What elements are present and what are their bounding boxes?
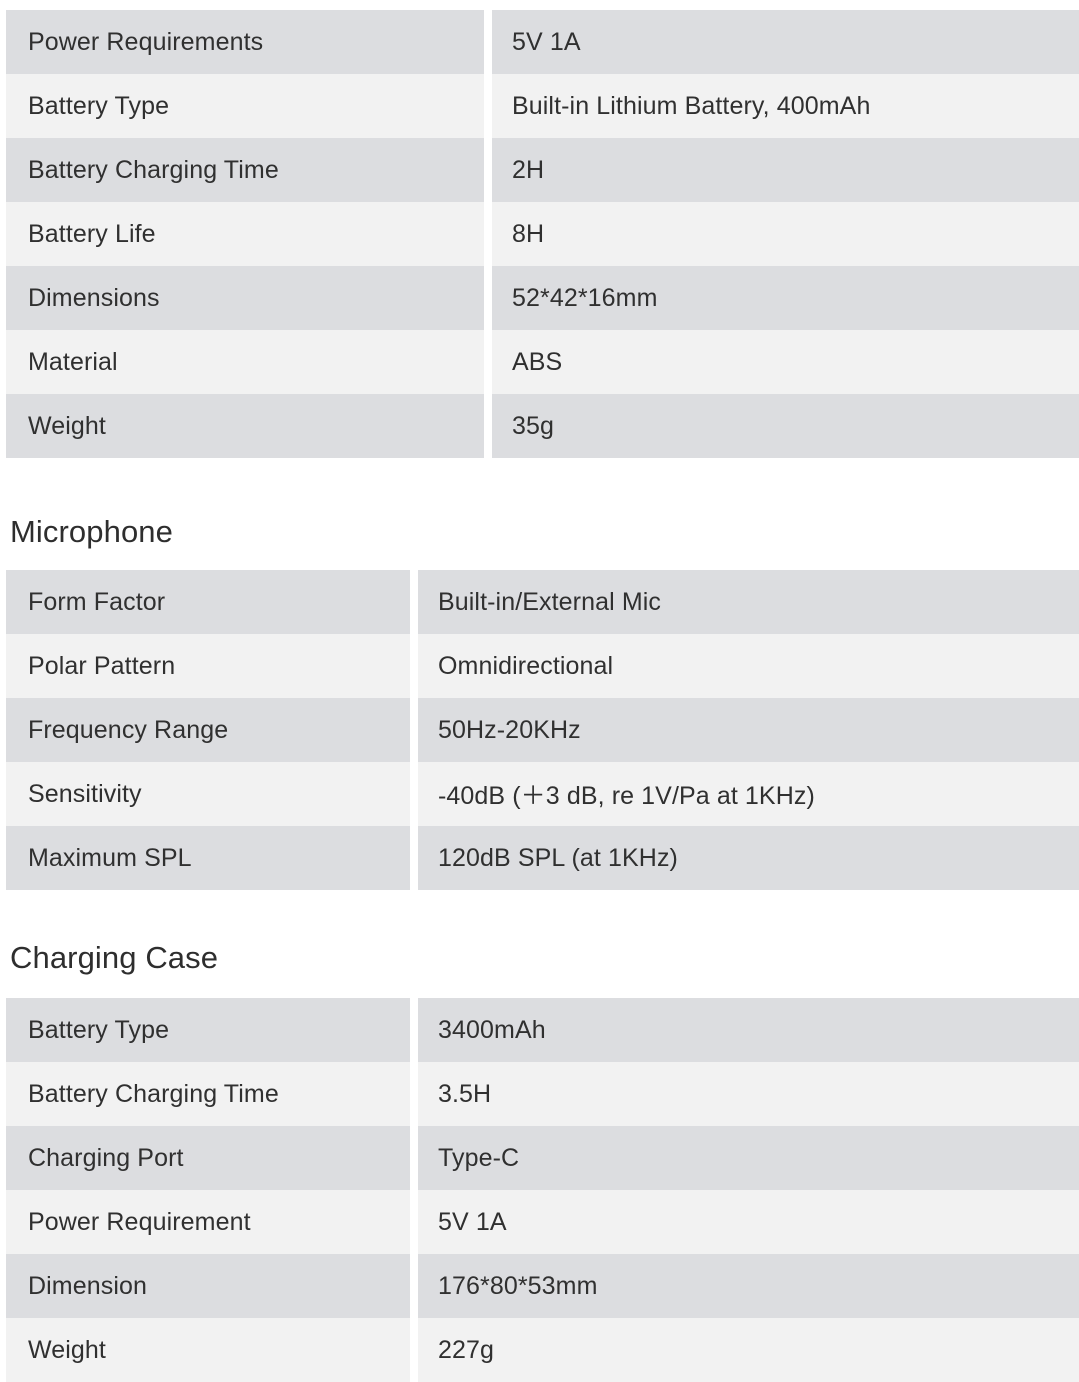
spec-label: Battery Charging Time (6, 1062, 410, 1126)
column-gutter (484, 330, 492, 394)
table-row: Power Requirement 5V 1A (6, 1190, 1079, 1254)
table-row: Material ABS (6, 330, 1079, 394)
spec-label: Frequency Range (6, 698, 410, 762)
spec-value: 3.5H (418, 1062, 1079, 1126)
spec-value: 5V 1A (492, 10, 1079, 74)
column-gutter (410, 698, 418, 762)
spec-value: -40dB (＋3 dB, re 1V/Pa at 1KHz) (418, 762, 1079, 826)
column-gutter (484, 202, 492, 266)
spec-value: 50Hz-20KHz (418, 698, 1079, 762)
spec-value: 5V 1A (418, 1190, 1079, 1254)
column-gutter (410, 1318, 418, 1382)
device-spec-table: Power Requirements 5V 1A Battery Type Bu… (6, 10, 1079, 458)
charging-case-spec-table: Battery Type 3400mAh Battery Charging Ti… (6, 998, 1079, 1382)
charging-case-section-heading-wrap: Charging Case (0, 942, 218, 973)
spec-value: 176*80*53mm (418, 1254, 1079, 1318)
spec-value: 3400mAh (418, 998, 1079, 1062)
table-row: Dimension 176*80*53mm (6, 1254, 1079, 1318)
spec-value: 8H (492, 202, 1079, 266)
table-row: Polar Pattern Omnidirectional (6, 634, 1079, 698)
spec-label: Power Requirements (6, 10, 484, 74)
table-row: Charging Port Type-C (6, 1126, 1079, 1190)
spec-label: Polar Pattern (6, 634, 410, 698)
table-row: Battery Type 3400mAh (6, 998, 1079, 1062)
spec-value: ABS (492, 330, 1079, 394)
spec-value: Built-in Lithium Battery, 400mAh (492, 74, 1079, 138)
column-gutter (410, 1190, 418, 1254)
microphone-section-heading-wrap: Microphone (0, 516, 173, 547)
spec-label: Dimensions (6, 266, 484, 330)
column-gutter (484, 394, 492, 458)
spec-value: Built-in/External Mic (418, 570, 1079, 634)
spec-label: Battery Type (6, 998, 410, 1062)
spec-label: Sensitivity (6, 762, 410, 826)
column-gutter (410, 1062, 418, 1126)
column-gutter (484, 138, 492, 202)
spec-label: Battery Charging Time (6, 138, 484, 202)
column-gutter (484, 266, 492, 330)
table-row: Battery Charging Time 3.5H (6, 1062, 1079, 1126)
column-gutter (410, 826, 418, 890)
spec-value: 52*42*16mm (492, 266, 1079, 330)
column-gutter (410, 1126, 418, 1190)
table-row: Weight 227g (6, 1318, 1079, 1382)
column-gutter (410, 634, 418, 698)
spec-value: Omnidirectional (418, 634, 1079, 698)
spec-value: 2H (492, 138, 1079, 202)
spec-label: Battery Type (6, 74, 484, 138)
table-row: Maximum SPL 120dB SPL (at 1KHz) (6, 826, 1079, 890)
spec-label: Weight (6, 394, 484, 458)
column-gutter (484, 74, 492, 138)
spec-label: Power Requirement (6, 1190, 410, 1254)
table-row: Power Requirements 5V 1A (6, 10, 1079, 74)
table-row: Form Factor Built-in/External Mic (6, 570, 1079, 634)
spec-value: Type-C (418, 1126, 1079, 1190)
spec-label: Charging Port (6, 1126, 410, 1190)
spec-value: 120dB SPL (at 1KHz) (418, 826, 1079, 890)
spec-value: 35g (492, 394, 1079, 458)
table-row: Dimensions 52*42*16mm (6, 266, 1079, 330)
microphone-spec-section: Form Factor Built-in/External Mic Polar … (0, 570, 1079, 890)
table-row: Frequency Range 50Hz-20KHz (6, 698, 1079, 762)
spec-label: Weight (6, 1318, 410, 1382)
table-row: Battery Life 8H (6, 202, 1079, 266)
column-gutter (410, 1254, 418, 1318)
section-heading-microphone: Microphone (10, 514, 173, 549)
section-heading-charging-case: Charging Case (10, 940, 219, 975)
table-row: Battery Type Built-in Lithium Battery, 4… (6, 74, 1079, 138)
table-row: Battery Charging Time 2H (6, 138, 1079, 202)
device-spec-section: Power Requirements 5V 1A Battery Type Bu… (0, 10, 1079, 458)
microphone-spec-table: Form Factor Built-in/External Mic Polar … (6, 570, 1079, 890)
charging-case-spec-section: Battery Type 3400mAh Battery Charging Ti… (0, 998, 1079, 1382)
column-gutter (410, 762, 418, 826)
spec-label: Battery Life (6, 202, 484, 266)
spec-label: Dimension (6, 1254, 410, 1318)
table-row: Sensitivity -40dB (＋3 dB, re 1V/Pa at 1K… (6, 762, 1079, 826)
table-row: Weight 35g (6, 394, 1079, 458)
column-gutter (410, 998, 418, 1062)
spec-label: Maximum SPL (6, 826, 410, 890)
spec-label: Form Factor (6, 570, 410, 634)
spec-value: 227g (418, 1318, 1079, 1382)
column-gutter (484, 10, 492, 74)
column-gutter (410, 570, 418, 634)
spec-label: Material (6, 330, 484, 394)
